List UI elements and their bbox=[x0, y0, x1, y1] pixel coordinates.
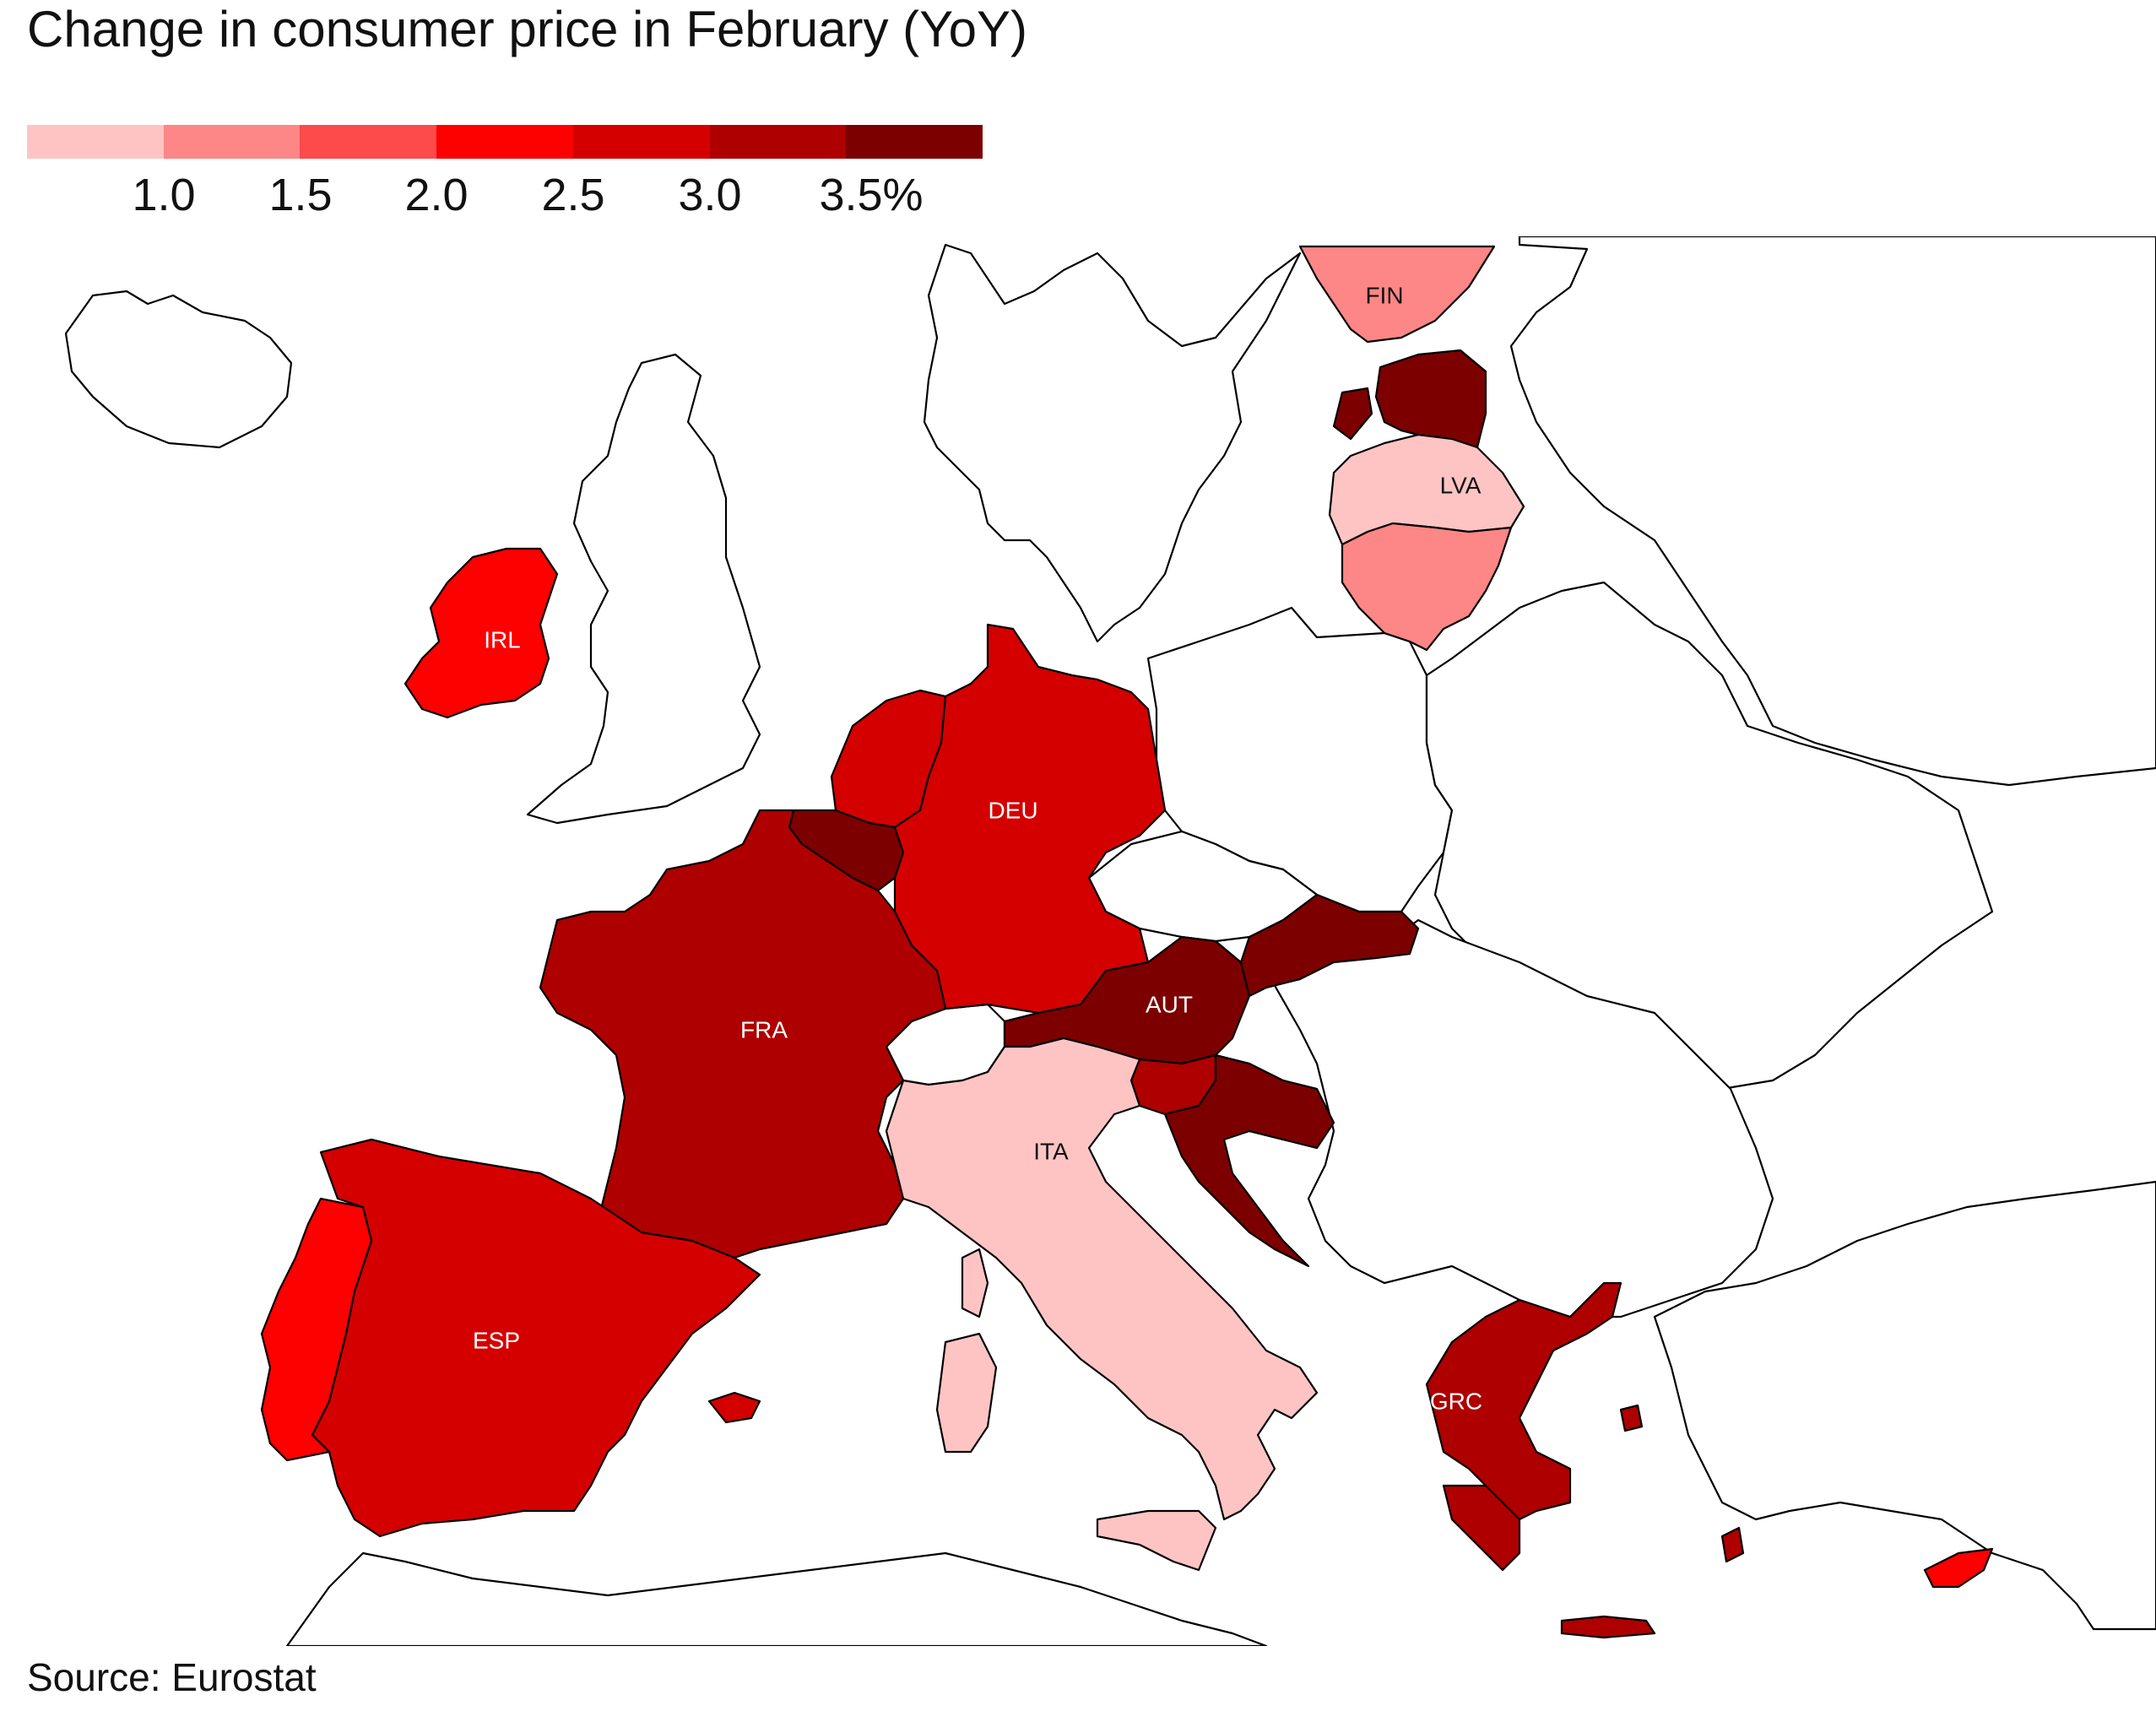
label-ita: ITA bbox=[1033, 1138, 1069, 1164]
country-est bbox=[1332, 349, 1487, 449]
label-fin: FIN bbox=[1365, 282, 1403, 308]
country-svk bbox=[1239, 893, 1420, 998]
scandinavia-shape bbox=[923, 243, 1302, 643]
legend-swatch-3 bbox=[300, 125, 437, 159]
legend-swatch-2 bbox=[163, 125, 301, 159]
country-labels: FIN LVA IRL DEU AUT FRA ITA ESP GRC bbox=[473, 282, 1482, 1414]
country-deu bbox=[893, 623, 1167, 1015]
data-countries bbox=[260, 245, 1994, 1639]
label-esp: ESP bbox=[473, 1327, 520, 1353]
legend-swatch-5 bbox=[572, 125, 710, 159]
country-grc bbox=[1425, 1281, 1745, 1639]
label-aut: AUT bbox=[1146, 991, 1193, 1017]
country-cyp bbox=[1923, 1547, 1994, 1589]
country-ita bbox=[885, 1037, 1319, 1572]
russia-shape bbox=[1509, 236, 2156, 787]
turkey-shape bbox=[1653, 1180, 2156, 1631]
poland-shape bbox=[1146, 606, 1454, 913]
label-fra: FRA bbox=[740, 1016, 788, 1042]
legend-label: 2.0 bbox=[404, 170, 469, 220]
legend-swatch-4 bbox=[436, 125, 573, 159]
legend-swatch-6 bbox=[709, 125, 847, 159]
country-irl bbox=[404, 547, 559, 719]
country-fin bbox=[1298, 245, 1496, 344]
source-note: Source: Eurostat bbox=[27, 1655, 317, 1699]
legend-swatch-1 bbox=[27, 125, 164, 159]
central-balkans-shape bbox=[1265, 918, 1774, 1318]
background-land bbox=[64, 236, 2156, 1646]
label-grc: GRC bbox=[1430, 1388, 1482, 1414]
europe-map: FIN LVA IRL DEU AUT FRA ITA ESP GRC bbox=[64, 236, 2156, 1646]
label-lva: LVA bbox=[1440, 472, 1482, 498]
label-deu: DEU bbox=[988, 797, 1037, 823]
great-britain-shape bbox=[526, 353, 761, 825]
legend-label: 3.5% bbox=[819, 170, 924, 220]
country-prt bbox=[260, 1197, 373, 1462]
belarus-ukraine-shape bbox=[1425, 581, 1994, 1091]
legend-label: 1.5 bbox=[268, 170, 333, 220]
chart-title: Change in consumer price in February (Yo… bbox=[27, 1, 1028, 57]
label-irl: IRL bbox=[484, 626, 521, 652]
country-ltu bbox=[1341, 522, 1513, 652]
legend-labels: 1.0 1.5 2.0 2.5 3.0 3.5% bbox=[27, 169, 983, 228]
country-fra bbox=[539, 809, 947, 1259]
legend-label: 2.5 bbox=[541, 170, 605, 220]
country-hrv bbox=[1163, 1053, 1335, 1268]
legend-label: 3.0 bbox=[678, 170, 742, 220]
legend-swatch-7 bbox=[846, 125, 983, 159]
north-africa-shape bbox=[285, 1551, 1268, 1646]
iceland-shape bbox=[64, 290, 293, 449]
legend-label: 1.0 bbox=[132, 170, 196, 220]
color-legend bbox=[27, 125, 983, 159]
